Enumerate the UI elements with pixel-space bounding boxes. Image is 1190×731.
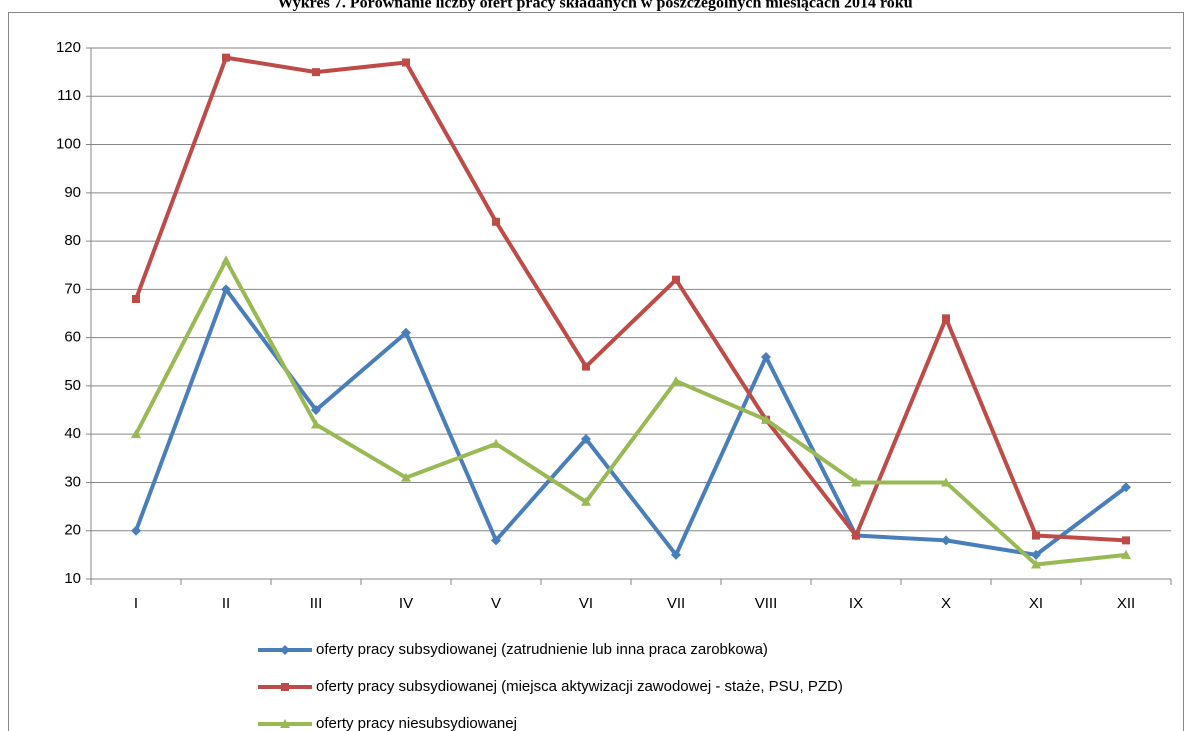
marker xyxy=(671,549,681,560)
x-tick-label: XII xyxy=(1117,595,1135,612)
legend-label: oferty pracy subsydiowanej (miejsca akty… xyxy=(316,678,843,695)
x-tick-label: II xyxy=(222,595,230,612)
x-tick-label: XI xyxy=(1029,595,1043,612)
marker xyxy=(581,496,591,506)
x-tick-label: VIII xyxy=(755,595,778,612)
y-tick-label: 30 xyxy=(64,473,81,490)
marker xyxy=(1031,559,1041,569)
x-tick-label: III xyxy=(310,595,323,612)
y-tick-label: 10 xyxy=(64,570,81,587)
legend-label: oferty pracy niesubsydiowanej xyxy=(316,715,517,731)
y-tick-label: 90 xyxy=(64,184,81,201)
marker xyxy=(582,362,590,371)
marker xyxy=(761,351,771,362)
marker xyxy=(1121,549,1131,559)
marker xyxy=(491,438,501,448)
marker xyxy=(941,477,951,487)
marker xyxy=(1121,482,1131,493)
x-tick-label: VI xyxy=(579,595,593,612)
marker xyxy=(851,477,861,487)
marker xyxy=(280,645,290,655)
y-tick-label: 40 xyxy=(64,425,81,442)
chart-title: Wykres 7. Porównanie liczby ofert pracy … xyxy=(277,0,912,12)
marker xyxy=(942,314,950,323)
marker xyxy=(492,217,500,226)
marker xyxy=(761,414,771,424)
legend-label: oferty pracy subsydiowanej (zatrudnienie… xyxy=(316,641,768,658)
series-line xyxy=(134,258,1127,567)
marker xyxy=(312,68,320,77)
y-tick-label: 120 xyxy=(56,39,81,56)
x-tick-label: VII xyxy=(667,595,685,612)
x-tick-label: IV xyxy=(399,595,413,612)
chart-frame xyxy=(8,12,1184,731)
x-tick-label: I xyxy=(134,595,138,612)
marker xyxy=(131,429,141,439)
marker xyxy=(1031,549,1041,560)
y-tick-label: 80 xyxy=(64,232,81,249)
x-tick-label: V xyxy=(491,595,501,612)
y-tick-label: 100 xyxy=(56,136,81,153)
marker xyxy=(132,295,140,304)
y-tick-label: 60 xyxy=(64,329,81,346)
x-tick-label: X xyxy=(941,595,951,612)
marker xyxy=(1032,531,1040,540)
marker xyxy=(941,535,951,546)
marker xyxy=(852,531,860,540)
marker xyxy=(401,327,411,338)
marker xyxy=(281,683,289,691)
marker xyxy=(280,719,290,728)
marker xyxy=(671,376,681,386)
series-line xyxy=(134,55,1127,543)
marker xyxy=(222,53,230,62)
y-tick-label: 110 xyxy=(57,87,81,104)
marker xyxy=(402,58,410,67)
x-tick-label: IX xyxy=(849,595,863,612)
marker xyxy=(581,434,591,445)
y-tick-label: 50 xyxy=(64,377,81,394)
marker xyxy=(491,535,501,546)
marker xyxy=(221,284,231,295)
marker xyxy=(311,419,321,429)
marker xyxy=(311,405,321,416)
marker xyxy=(221,255,231,265)
marker xyxy=(1122,536,1130,545)
marker xyxy=(672,275,680,284)
y-tick-label: 70 xyxy=(64,280,81,297)
marker xyxy=(401,472,411,482)
marker xyxy=(131,525,141,536)
y-tick-label: 20 xyxy=(64,522,81,539)
series-line xyxy=(134,287,1128,557)
